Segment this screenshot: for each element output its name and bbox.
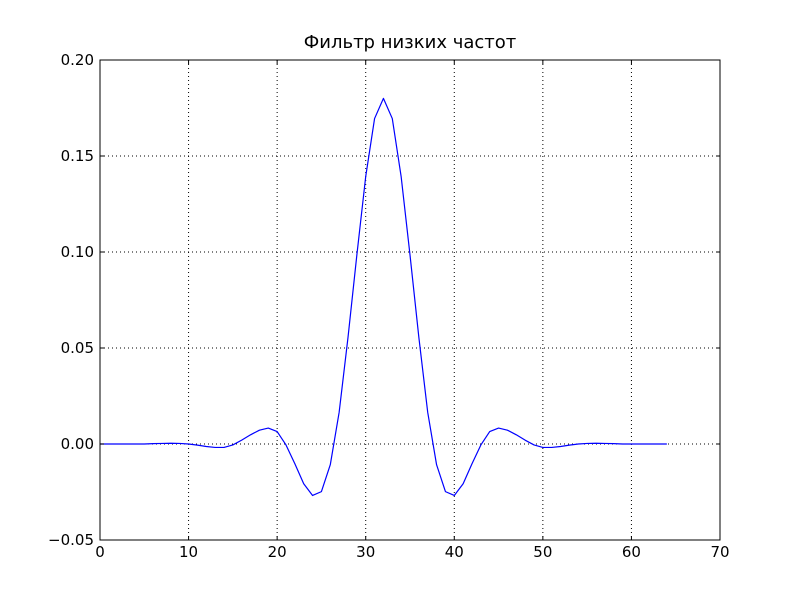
x-tick-label: 10 — [179, 543, 198, 561]
series-line — [100, 97, 667, 497]
y-tick-label: 0.20 — [61, 51, 94, 69]
x-tick-label: 70 — [710, 543, 729, 561]
tick-label-layer: 0 10 20 30 40 50 60 70 −0.05 0.00 0.05 0.10 0.15 0.20 — [48, 51, 730, 561]
x-tick-label: 20 — [268, 543, 287, 561]
x-tick-label: 30 — [356, 543, 375, 561]
plot-area — [100, 60, 720, 540]
x-tick-label: 60 — [622, 543, 641, 561]
y-tick-label: 0.00 — [61, 435, 94, 453]
y-tick-label: 0.05 — [61, 339, 94, 357]
series-layer — [100, 97, 667, 497]
x-tick-label: 0 — [95, 543, 105, 561]
y-tick-label: −0.05 — [48, 531, 94, 549]
x-tick-label: 40 — [445, 543, 464, 561]
x-tick-label: 50 — [533, 543, 552, 561]
plot-frame — [99, 59, 721, 541]
y-tick-label: 0.15 — [61, 147, 94, 165]
chart-title: Фильтр низких частот — [304, 32, 516, 53]
y-tick-label: 0.10 — [61, 243, 94, 261]
